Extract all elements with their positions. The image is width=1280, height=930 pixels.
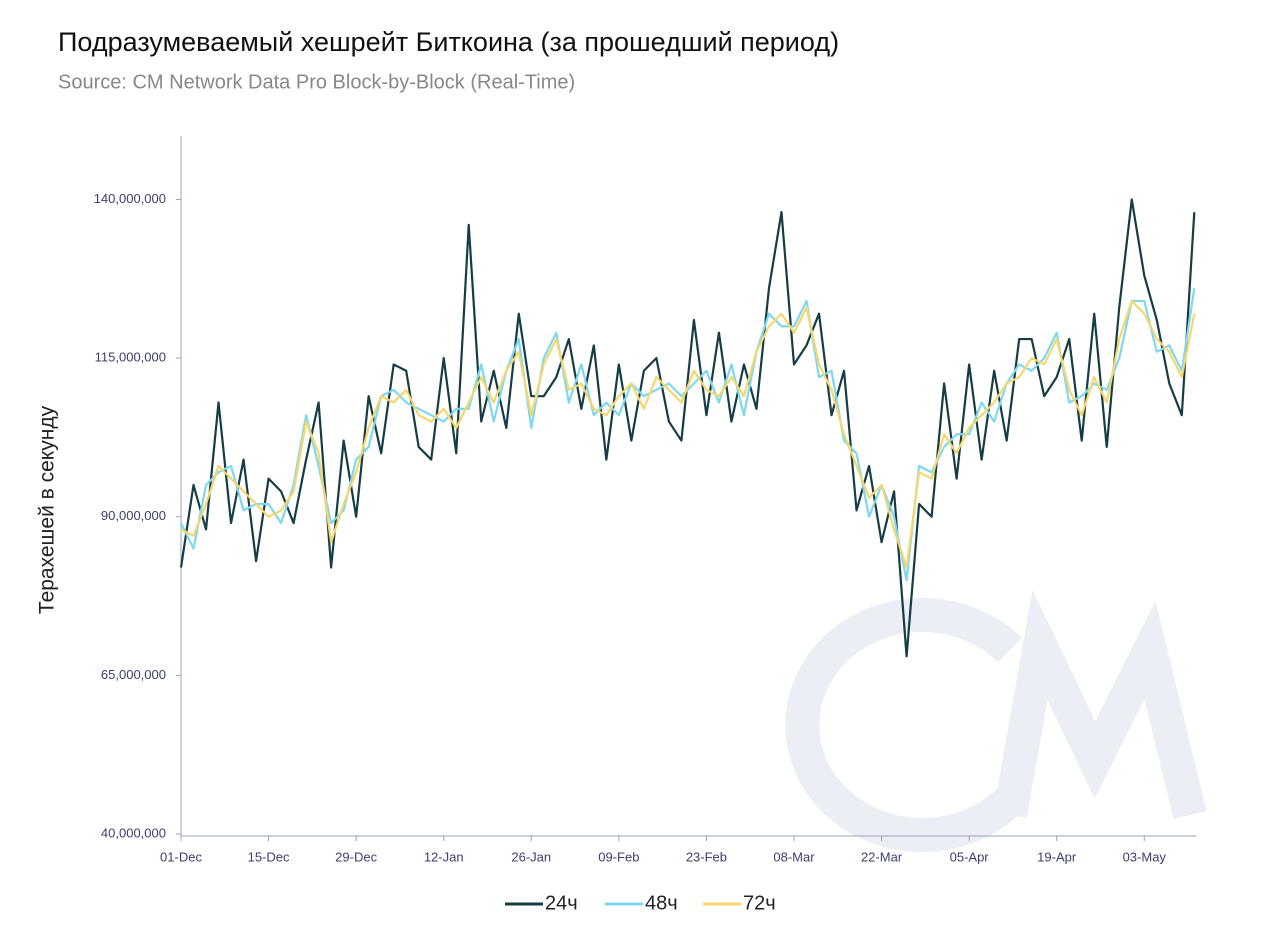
x-tick-label: 03-May — [1123, 849, 1167, 864]
y-tick-label: 140,000,000 — [94, 191, 166, 206]
y-tick-label: 65,000,000 — [101, 667, 166, 682]
line-series — [179, 198, 1196, 658]
x-tick-label: 29-Dec — [335, 849, 377, 864]
y-tick-label: 90,000,000 — [101, 508, 166, 523]
legend-label: 24ч — [545, 892, 578, 914]
y-axis-label: Терахешей в секунду — [36, 405, 59, 614]
x-tick-label: 15-Dec — [248, 849, 290, 864]
line-series — [180, 299, 1196, 569]
legend-label: 72ч — [743, 892, 776, 914]
x-tick-label: 01-Dec — [160, 849, 202, 864]
y-tick-label: 40,000,000 — [101, 825, 166, 840]
x-tick-label: 08-Mar — [773, 849, 815, 864]
watermark-m — [993, 589, 1207, 820]
x-tick-label: 05-Apr — [950, 849, 990, 864]
x-tick-label: 09-Feb — [598, 849, 639, 864]
chart-subtitle: Source: CM Network Data Pro Block-by-Blo… — [58, 71, 575, 93]
watermark — [785, 589, 1207, 852]
x-tick-label: 26-Jan — [511, 849, 551, 864]
x-tick-label: 22-Mar — [861, 849, 903, 864]
x-tick-label: 23-Feb — [686, 849, 727, 864]
y-tick-label: 115,000,000 — [95, 350, 166, 365]
x-tick-label: 19-Apr — [1037, 849, 1077, 864]
x-tick-label: 12-Jan — [424, 849, 464, 864]
legend-label: 48ч — [645, 892, 678, 914]
watermark-c — [785, 598, 1022, 852]
chart-title: Подразумеваемый хешрейт Биткоина (за про… — [58, 27, 839, 57]
